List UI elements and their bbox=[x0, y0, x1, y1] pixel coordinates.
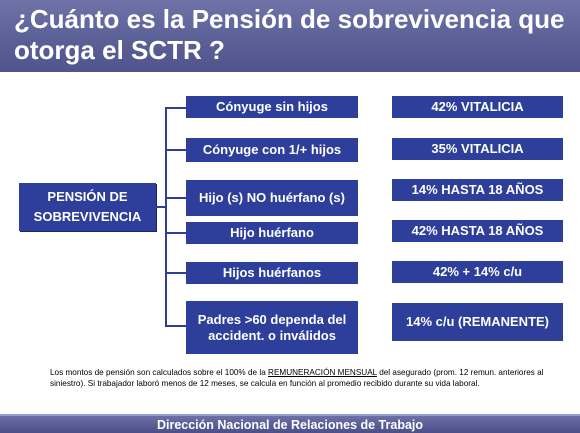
beneficiary-label: Cónyuge sin hijos bbox=[216, 99, 328, 114]
connector-trunk bbox=[165, 107, 167, 326]
benefit-value: 42% HASTA 18 AÑOS bbox=[411, 223, 544, 238]
benefit-value: 14% HASTA 18 AÑOS bbox=[411, 182, 544, 197]
beneficiary-label: Padres >60 dependa del accident. o invál… bbox=[197, 311, 347, 343]
benefit-value: 35% VITALICIA bbox=[431, 141, 524, 156]
beneficiary-label: Cónyuge con 1/+ hijos bbox=[202, 142, 342, 157]
beneficiary-box-2: Cónyuge con 1/+ hijos bbox=[186, 138, 358, 162]
footer-text: Dirección Nacional de Relaciones de Trab… bbox=[156, 417, 424, 432]
footnote: Los montos de pensión son calculados sob… bbox=[50, 367, 555, 389]
page-title: ¿Cuánto es la Pensión de sobrevivencia q… bbox=[14, 4, 565, 65]
benefit-value: 42% VITALICIA bbox=[431, 99, 524, 114]
footnote-text-before: Los montos de pensión son calculados sob… bbox=[50, 368, 269, 377]
benefit-box-1: 42% VITALICIA bbox=[392, 96, 563, 118]
beneficiary-box-5: Hijos huérfanos bbox=[186, 262, 358, 284]
beneficiary-label: Hijo (s) NO huérfano (s) bbox=[199, 190, 345, 205]
root-node-pension-de-sobrevivencia: PENSIÓN DE SOBREVIVENCIA bbox=[19, 183, 156, 231]
connector-branch-5 bbox=[165, 272, 186, 274]
connector-branch-4 bbox=[165, 232, 186, 234]
beneficiary-label: Hijos huérfanos bbox=[222, 265, 322, 280]
benefit-box-3: 14% HASTA 18 AÑOS bbox=[392, 179, 563, 201]
connector-branch-1 bbox=[165, 107, 186, 109]
header-banner: ¿Cuánto es la Pensión de sobrevivencia q… bbox=[0, 0, 580, 72]
beneficiary-box-3: Hijo (s) NO huérfano (s) bbox=[186, 180, 358, 216]
connector-branch-3 bbox=[165, 197, 186, 199]
connector-root-to-trunk bbox=[156, 206, 166, 208]
benefit-value: 14% c/u (REMANENTE) bbox=[405, 314, 550, 329]
benefit-value: 42% + 14% c/u bbox=[432, 264, 523, 279]
connector-branch-6 bbox=[165, 325, 186, 327]
footnote-text-after: del asegurado (prom. 12 remun. anteriore… bbox=[50, 368, 544, 388]
footnote-underlined-term: REMUNERACIÓN MENSUAL bbox=[268, 368, 377, 377]
benefit-box-4: 42% HASTA 18 AÑOS bbox=[392, 220, 563, 242]
benefit-box-2: 35% VITALICIA bbox=[392, 138, 563, 160]
benefit-box-6: 14% c/u (REMANENTE) bbox=[392, 303, 563, 341]
footer-banner: Dirección Nacional de Relaciones de Trab… bbox=[0, 414, 580, 433]
beneficiary-box-6: Padres >60 dependa del accident. o invál… bbox=[186, 301, 358, 354]
beneficiary-box-1: Cónyuge sin hijos bbox=[186, 96, 358, 118]
benefit-box-5: 42% + 14% c/u bbox=[392, 261, 563, 283]
beneficiary-label: Hijo huérfano bbox=[230, 225, 314, 240]
connector-branch-2 bbox=[165, 149, 186, 151]
beneficiary-box-4: Hijo huérfano bbox=[186, 222, 358, 244]
root-node-label: PENSIÓN DE SOBREVIVENCIA bbox=[33, 189, 142, 224]
